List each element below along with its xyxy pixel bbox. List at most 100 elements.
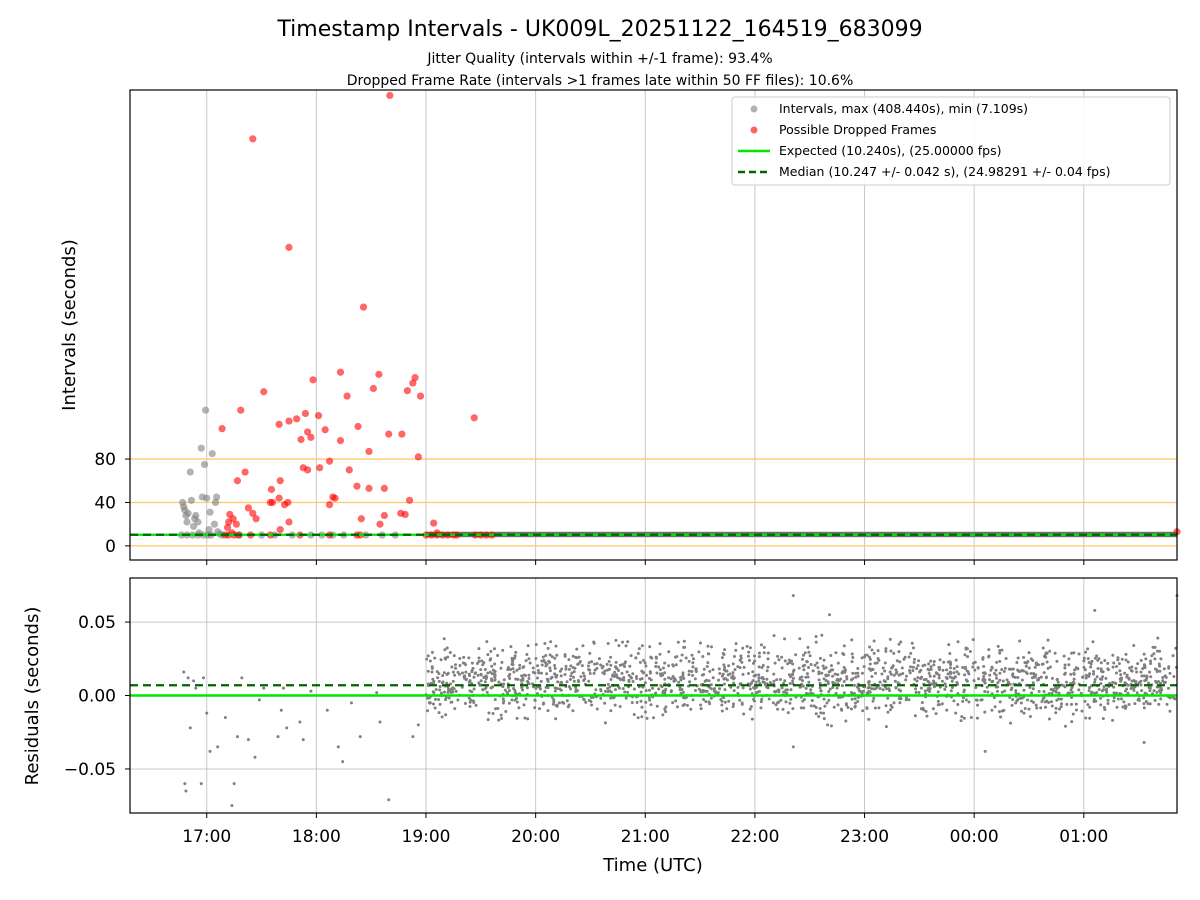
residuals-y-tick-label: 0.00 (78, 687, 116, 707)
legend-box (731, 96, 1171, 186)
residual-point (477, 647, 481, 651)
residual-point (643, 661, 647, 665)
residual-point (766, 665, 770, 669)
residual-point (850, 697, 854, 701)
residual-point (448, 651, 452, 655)
intervals-y-tick-label: 80 (94, 450, 116, 470)
residual-point (650, 656, 654, 660)
residual-point (960, 715, 964, 719)
residual-point (682, 702, 686, 706)
residual-point (1106, 698, 1110, 702)
residual-point (731, 671, 735, 675)
residual-point (702, 698, 706, 702)
residual-point (609, 677, 613, 681)
residual-point (1132, 688, 1136, 692)
residual-point (1040, 699, 1044, 703)
residual-point (676, 640, 680, 644)
residual-point (544, 653, 548, 657)
residual-point (894, 686, 898, 690)
residual-point (1089, 665, 1093, 669)
residual-point (550, 655, 554, 659)
residual-point (1142, 652, 1146, 656)
residual-point (599, 663, 603, 667)
residual-point (888, 708, 892, 712)
residual-point (989, 668, 993, 672)
residual-point (471, 666, 475, 670)
residual-point (791, 676, 795, 680)
residual-point (904, 678, 908, 682)
residual-point (587, 698, 591, 702)
residual-point (932, 685, 936, 689)
residual-point (907, 698, 911, 702)
dropped-frame-point (321, 426, 329, 434)
residual-point (508, 676, 512, 680)
residual-point (1111, 653, 1115, 657)
residual-point (1128, 666, 1132, 670)
residual-point (932, 674, 936, 678)
dropped-frame-point (314, 412, 323, 420)
residual-point (762, 677, 766, 681)
residual-point (1016, 676, 1020, 680)
dropped-frame-point (266, 498, 274, 507)
residual-point (814, 640, 818, 644)
residual-point (567, 667, 571, 671)
dropped-frame-point (237, 406, 245, 414)
residual-point (883, 680, 887, 684)
residual-point (1097, 688, 1101, 692)
residual-point (757, 651, 761, 655)
residual-point (929, 659, 933, 663)
residual-point (966, 655, 970, 659)
residual-point (609, 709, 613, 713)
residual-point (387, 798, 391, 802)
residual-point (937, 676, 941, 680)
residual-point (904, 674, 908, 678)
residual-point (946, 660, 950, 664)
residual-point (565, 680, 569, 684)
residual-point (1063, 672, 1067, 676)
residual-point (518, 663, 522, 667)
residual-point (849, 678, 853, 682)
residual-point (1112, 699, 1116, 703)
residual-point (301, 738, 305, 742)
residual-point (913, 714, 917, 718)
residual-point (814, 712, 818, 716)
residual-point (1086, 657, 1090, 661)
residual-point (971, 661, 975, 665)
residual-point (1155, 649, 1159, 653)
residual-point (566, 705, 570, 709)
residual-point (801, 657, 805, 661)
residual-point (949, 689, 953, 693)
residual-point (587, 661, 591, 665)
residual-point (1067, 657, 1071, 661)
residual-point (581, 671, 585, 675)
residual-point (886, 675, 890, 679)
residual-point (757, 679, 761, 683)
residual-point (553, 689, 557, 693)
residual-point (926, 679, 930, 683)
residual-point (704, 700, 708, 704)
residual-point (819, 689, 823, 693)
residual-point (555, 653, 559, 657)
residual-point (1054, 690, 1058, 694)
residual-point (971, 665, 975, 669)
residual-point (1090, 690, 1094, 694)
residual-point (867, 717, 871, 721)
residual-point (911, 665, 915, 669)
residual-point (1020, 678, 1024, 682)
residual-point (570, 671, 574, 675)
dropped-frame-point (403, 387, 411, 395)
residual-point (731, 705, 735, 709)
residual-point (537, 671, 541, 675)
residual-point (513, 689, 517, 693)
residual-point (878, 680, 882, 684)
interval-point (192, 511, 200, 520)
interval-point (203, 494, 211, 502)
residual-point (881, 666, 885, 670)
residual-point (789, 697, 793, 701)
residual-point (932, 679, 936, 683)
residual-point (514, 650, 518, 654)
residual-point (1106, 661, 1110, 665)
residual-point (913, 657, 917, 661)
residual-point (892, 673, 896, 677)
residual-point (808, 654, 812, 658)
